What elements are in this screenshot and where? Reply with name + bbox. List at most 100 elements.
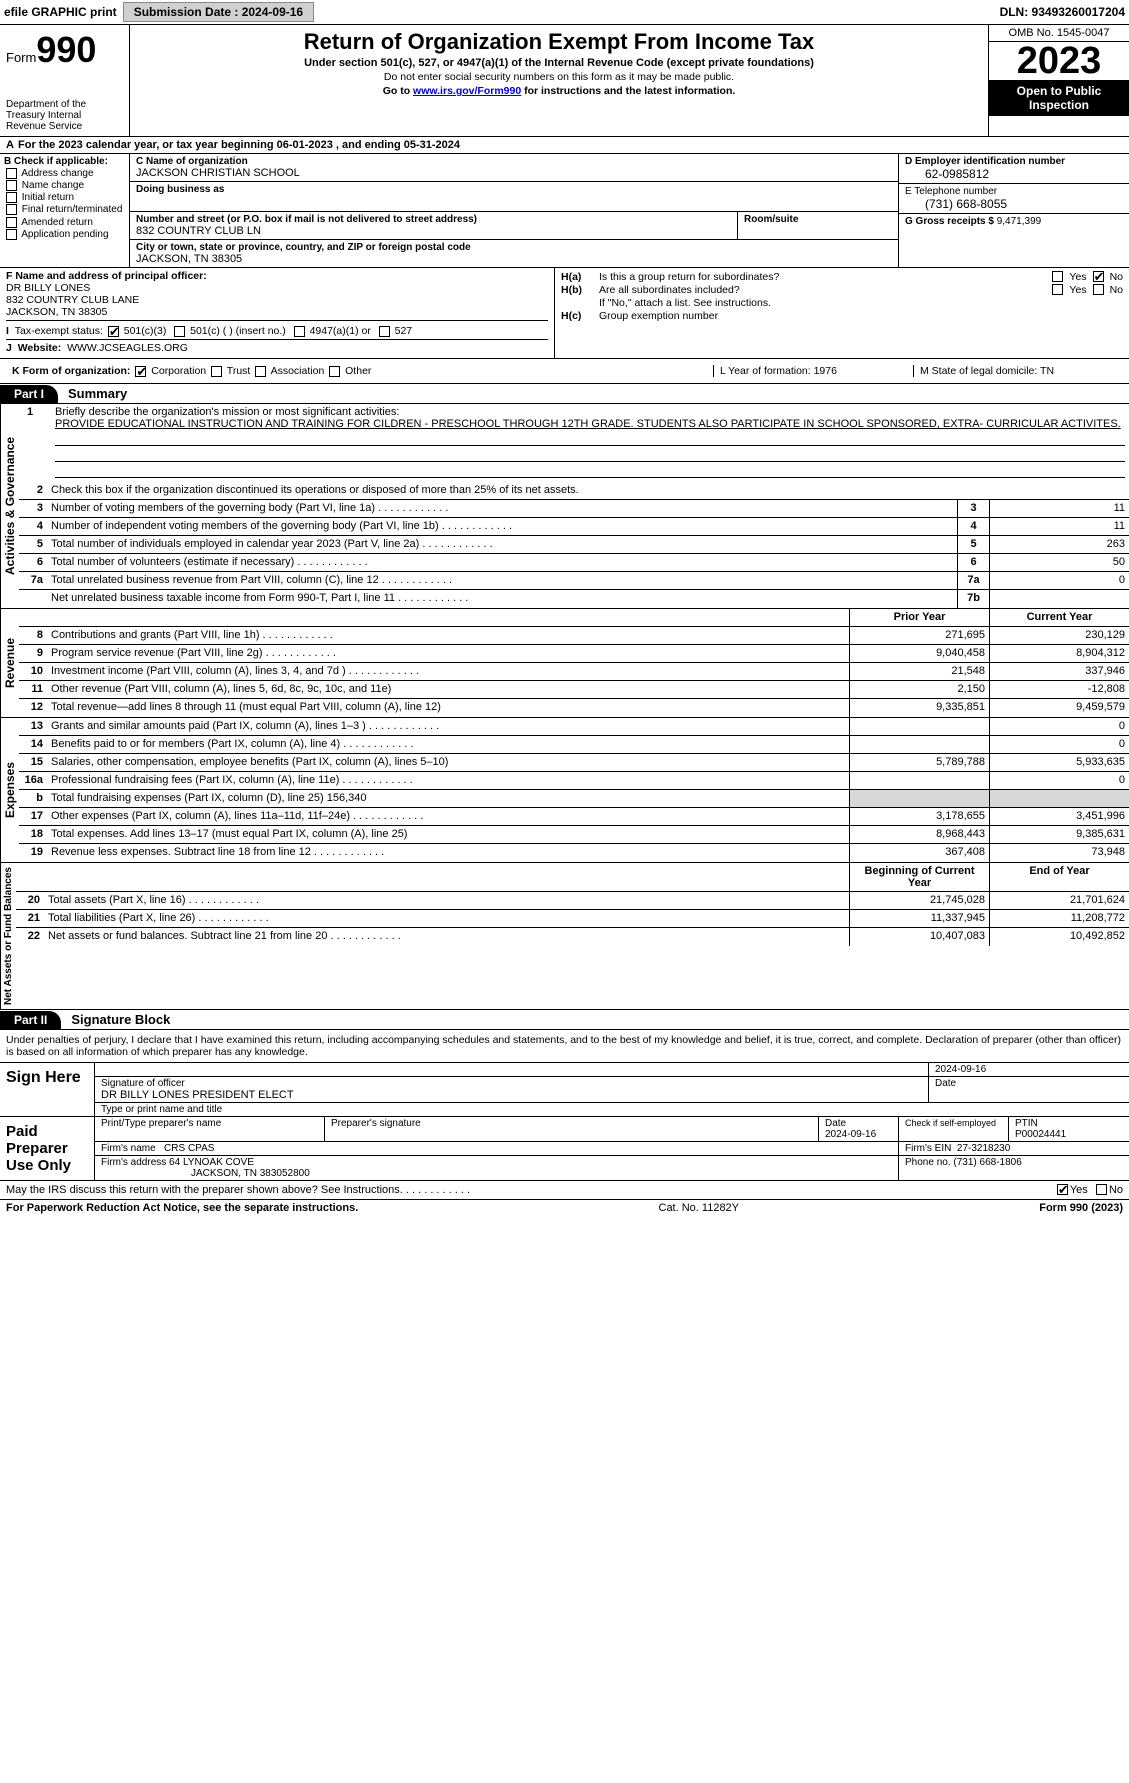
phone-value: (731) 668-8055 [905,197,1123,211]
l4-text: Number of independent voting members of … [47,518,957,535]
p15: 5,789,788 [849,754,989,771]
k-label: K Form of organization: [12,365,130,377]
chk-final-return[interactable]: Final return/terminated [4,204,125,215]
city-value: JACKSON, TN 38305 [136,253,892,265]
chk-amended-return[interactable]: Amended return [4,217,125,228]
l8-text: Contributions and grants (Part VIII, lin… [47,627,849,644]
c11: -12,808 [989,681,1129,698]
l7a-text: Total unrelated business revenue from Pa… [47,572,957,589]
chk-501c[interactable] [174,326,185,337]
p9: 9,040,458 [849,645,989,662]
self-employed-check[interactable]: Check if self-employed [905,1118,996,1128]
discuss-yes[interactable] [1057,1184,1068,1195]
c15: 5,933,635 [989,754,1129,771]
date-label: Date [929,1077,1129,1102]
footer-right: Form 990 (2023) [1039,1202,1123,1214]
discuss-no[interactable] [1096,1184,1107,1195]
footer-left: For Paperwork Reduction Act Notice, see … [6,1202,358,1214]
header-left: Form990 Department of the Treasury Inter… [0,25,130,136]
hb-no[interactable] [1093,284,1104,295]
column-c: C Name of organization JACKSON CHRISTIAN… [130,154,899,267]
footer-mid: Cat. No. 11282Y [358,1202,1039,1214]
hc-label: Group exemption number [599,310,718,322]
perjury-statement: Under penalties of perjury, I declare th… [0,1030,1129,1063]
chk-trust[interactable] [211,366,222,377]
page-footer: For Paperwork Reduction Act Notice, see … [0,1200,1129,1216]
tax-year: 2023 [989,42,1129,80]
officer-addr1: 832 COUNTRY CLUB LANE [6,294,548,306]
submission-date-button[interactable]: Submission Date : 2024-09-16 [123,2,314,22]
discuss-question: May the IRS discuss this return with the… [6,1184,403,1196]
c12: 9,459,579 [989,699,1129,717]
sign-here-label: Sign Here [0,1063,95,1116]
col-b-header: B Check if applicable: [4,156,125,167]
chk-other[interactable] [329,366,340,377]
p16a [849,772,989,789]
l9-text: Program service revenue (Part VIII, line… [47,645,849,662]
c20: 21,701,624 [989,892,1129,909]
firm-addr2: JACKSON, TN 383052800 [101,1168,310,1179]
l13-text: Grants and similar amounts paid (Part IX… [47,718,849,735]
expenses-section: Expenses 13Grants and similar amounts pa… [0,718,1129,863]
ptin-value: P00024441 [1015,1129,1066,1140]
l10-text: Investment income (Part VIII, column (A)… [47,663,849,680]
ein-value: 62-0985812 [905,167,1123,181]
vlabel-net: Net Assets or Fund Balances [0,863,16,1009]
ha-yes[interactable] [1052,271,1063,282]
vlabel-governance: Activities & Governance [0,404,19,608]
c16a: 0 [989,772,1129,789]
v5: 263 [989,536,1129,553]
l5-text: Total number of individuals employed in … [47,536,957,553]
chk-application-pending[interactable]: Application pending [4,229,125,240]
chk-corp[interactable] [135,366,146,377]
sig-officer-label: Signature of officer [101,1078,922,1089]
street-label: Number and street (or P.O. box if mail i… [136,214,731,225]
c10: 337,946 [989,663,1129,680]
open-inspection: Open to Public Inspection [989,80,1129,116]
p12: 9,335,851 [849,699,989,717]
section-klm: K Form of organization: Corporation Trus… [0,359,1129,384]
tax-year-range: For the 2023 calendar year, or tax year … [18,139,460,151]
p20: 21,745,028 [849,892,989,909]
c18: 9,385,631 [989,826,1129,843]
org-name-label: C Name of organization [136,156,892,167]
state-domicile: M State of legal domicile: TN [913,365,1123,377]
type-name-label: Type or print name and title [95,1103,1129,1116]
chk-address-change[interactable]: Address change [4,168,125,179]
street-value: 832 COUNTRY CLUB LN [136,225,731,237]
row-a-tax-year: A For the 2023 calendar year, or tax yea… [0,137,1129,154]
c22: 10,492,852 [989,928,1129,946]
chk-name-change[interactable]: Name change [4,180,125,191]
revenue-section: Revenue Prior YearCurrent Year 8Contribu… [0,609,1129,718]
l20-text: Total assets (Part X, line 16) [44,892,849,909]
chk-501c3[interactable] [108,326,119,337]
form-note-ssn: Do not enter social security numbers on … [138,71,980,83]
part2-title: Signature Block [61,1010,180,1029]
sig-date: 2024-09-16 [929,1063,1129,1076]
top-bar: efile GRAPHIC print Submission Date : 20… [0,0,1129,25]
c8: 230,129 [989,627,1129,644]
phone-label: E Telephone number [905,186,1123,197]
chk-527[interactable] [379,326,390,337]
chk-assoc[interactable] [255,366,266,377]
l21-text: Total liabilities (Part X, line 26) [44,910,849,927]
chk-initial-return[interactable]: Initial return [4,192,125,203]
hb-yes[interactable] [1052,284,1063,295]
form-title: Return of Organization Exempt From Incom… [138,29,980,55]
paid-preparer-section: Paid Preparer Use Only Print/Type prepar… [0,1117,1129,1181]
column-b: B Check if applicable: Address change Na… [0,154,130,267]
chk-4947[interactable] [294,326,305,337]
l1-text: PROVIDE EDUCATIONAL INSTRUCTION AND TRAI… [55,418,1121,430]
v4: 11 [989,518,1129,535]
l1-label: Briefly describe the organization's miss… [55,406,399,418]
ha-no[interactable] [1093,271,1104,282]
prep-date: 2024-09-16 [825,1129,876,1140]
officer-name: DR BILLY LONES [6,282,548,294]
l16a-text: Professional fundraising fees (Part IX, … [47,772,849,789]
irs-link[interactable]: www.irs.gov/Form990 [413,85,521,97]
paid-preparer-label: Paid Preparer Use Only [0,1117,95,1180]
v7a: 0 [989,572,1129,589]
sign-here-section: Sign Here 2024-09-16 Signature of office… [0,1063,1129,1117]
room-label: Room/suite [744,214,892,225]
c13: 0 [989,718,1129,735]
